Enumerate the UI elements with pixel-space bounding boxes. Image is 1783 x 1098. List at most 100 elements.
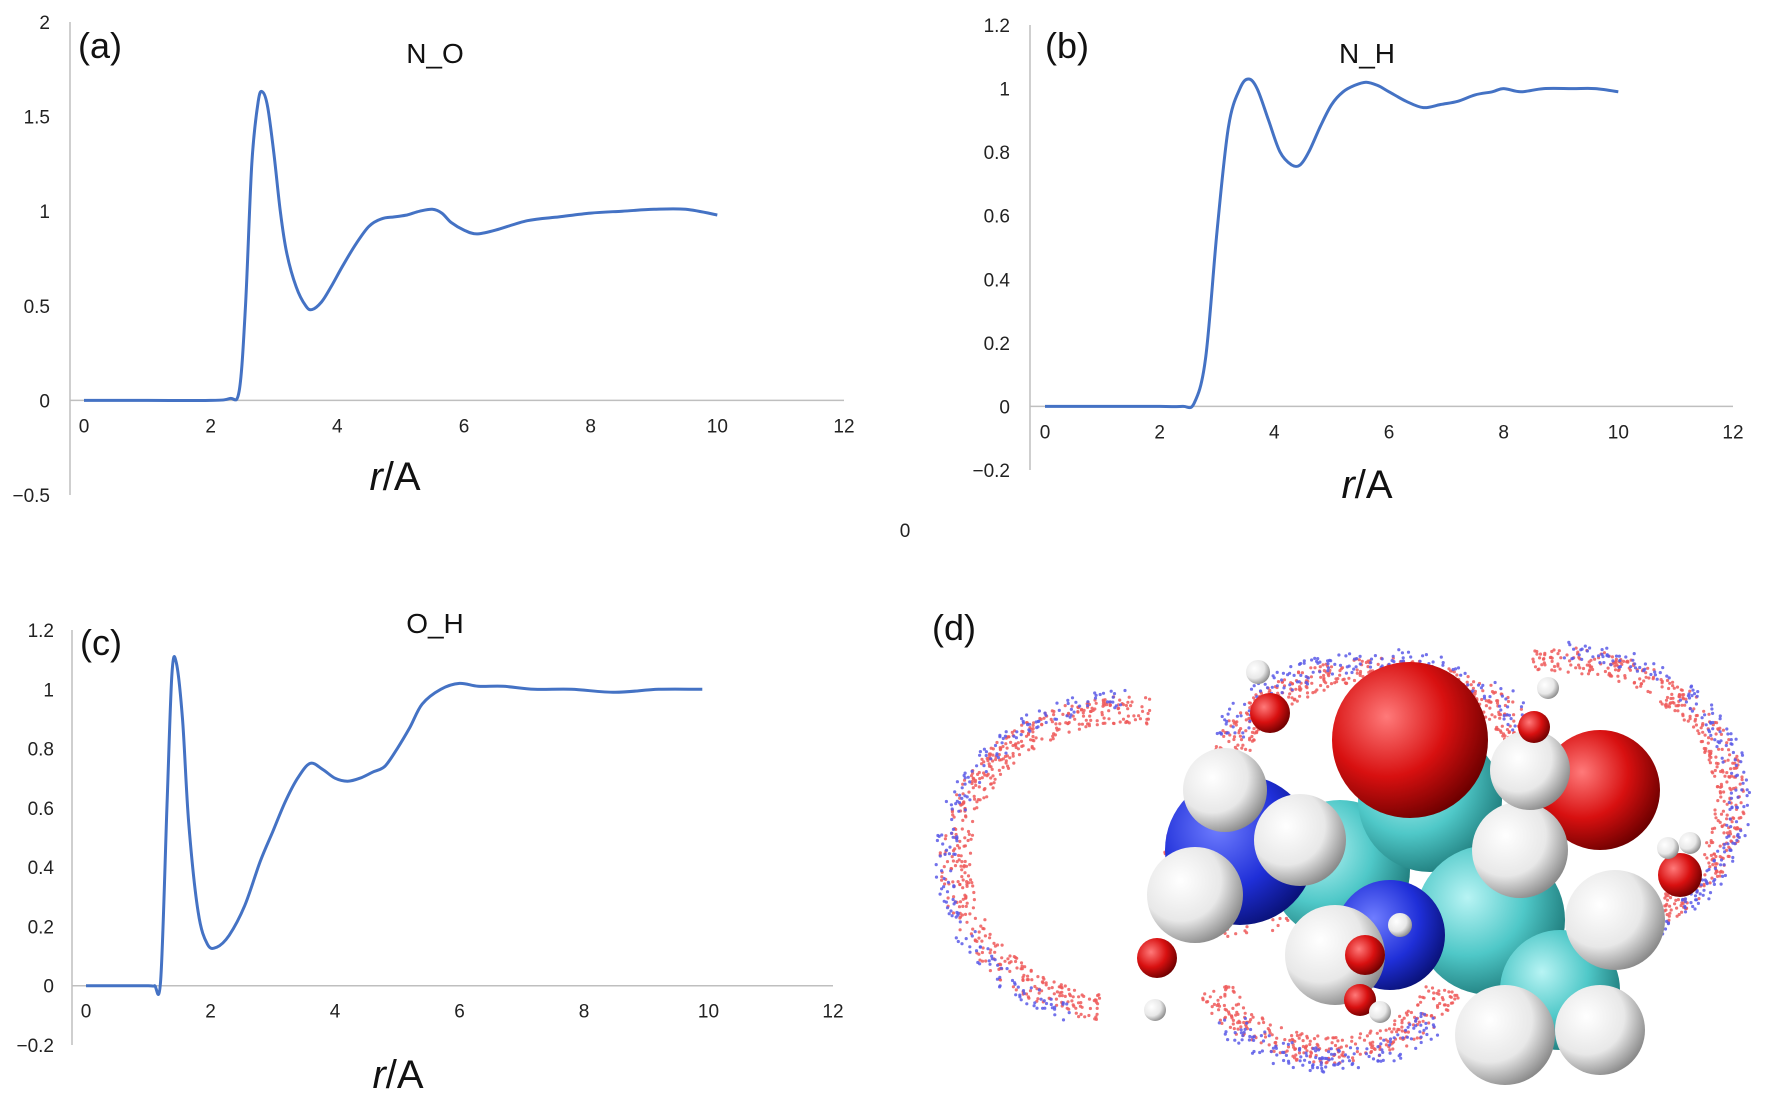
density-dot [1271, 928, 1275, 933]
density-dot [1725, 727, 1729, 731]
density-dot [1632, 652, 1636, 656]
density-dot [1397, 1028, 1401, 1032]
density-dot [1016, 741, 1020, 745]
density-dot [1298, 685, 1302, 689]
density-dot [1400, 1025, 1404, 1029]
density-dot [1375, 1031, 1379, 1035]
density-dot [1066, 698, 1070, 703]
density-dot [978, 777, 982, 781]
density-dot [1647, 676, 1651, 680]
density-dot [1405, 1035, 1409, 1039]
density-dot [983, 934, 988, 938]
density-dot [1005, 967, 1009, 971]
density-dot [1718, 791, 1723, 795]
density-dot [1672, 686, 1676, 690]
density-dot [1216, 1002, 1220, 1006]
density-dot [1432, 997, 1436, 1001]
density-dot [1047, 986, 1051, 991]
density-dot [1697, 731, 1701, 736]
density-dot [1416, 1003, 1420, 1007]
density-dot [1690, 709, 1694, 713]
density-dot [1060, 994, 1064, 998]
density-dot [1424, 653, 1428, 657]
density-dot [971, 776, 975, 780]
density-dot [968, 945, 972, 949]
density-dot [968, 851, 973, 855]
density-dot [1001, 736, 1005, 741]
density-dot [1429, 1037, 1433, 1041]
density-dot [1422, 1012, 1427, 1016]
density-dot [1058, 985, 1062, 989]
density-dot [1493, 715, 1497, 719]
density-dot [963, 782, 967, 786]
stray-zero-label: 0 [900, 521, 911, 542]
density-dot [1240, 746, 1244, 750]
density-dot [1219, 732, 1223, 736]
density-dot [1358, 662, 1362, 666]
density-dot [1424, 985, 1428, 989]
density-dot [1080, 1005, 1084, 1009]
density-dot [1296, 670, 1301, 674]
density-dot [958, 928, 962, 932]
density-dot [1294, 687, 1298, 691]
density-dot [990, 954, 994, 958]
density-dot [1032, 1004, 1036, 1008]
density-dot [978, 958, 982, 962]
density-dot [940, 875, 944, 879]
density-dot [1320, 1056, 1324, 1060]
density-dot [1725, 823, 1729, 827]
density-dot [972, 794, 976, 799]
density-dot [1452, 670, 1456, 674]
density-dot [1270, 685, 1274, 689]
density-dot [1568, 659, 1572, 663]
density-dot [1336, 1039, 1340, 1043]
y-tick-label: 0.6 [984, 207, 1010, 228]
density-dot [1010, 730, 1014, 735]
density-dot [1673, 709, 1677, 713]
density-dot [1463, 671, 1467, 676]
density-dot [1732, 766, 1736, 771]
density-dot [1602, 661, 1606, 665]
density-dot [1400, 1021, 1404, 1025]
density-dot [1723, 873, 1727, 878]
density-dot [1722, 790, 1726, 794]
density-dot [1602, 651, 1606, 655]
density-dot [949, 803, 954, 807]
density-dot [1747, 790, 1751, 795]
density-dot [978, 780, 982, 785]
density-dot [1063, 994, 1067, 999]
density-dot [1711, 863, 1715, 867]
density-dot [1083, 1015, 1087, 1019]
density-dot [1476, 683, 1481, 687]
y-tick-label: 0 [999, 397, 1010, 418]
density-dot [1287, 1061, 1291, 1065]
density-dot [1259, 1034, 1263, 1038]
density-dot [1232, 1027, 1236, 1031]
density-dot [1388, 1040, 1393, 1044]
density-dot [1049, 997, 1053, 1001]
density-dot [970, 881, 974, 885]
density-dot [1661, 666, 1665, 670]
density-dot [1035, 1006, 1039, 1010]
density-dot [1705, 869, 1709, 873]
density-dot [1558, 667, 1562, 671]
density-dot [1600, 648, 1604, 652]
density-dot [1016, 985, 1020, 989]
density-dot [1414, 1046, 1418, 1050]
density-dot [981, 926, 985, 931]
density-dot [1666, 921, 1671, 925]
density-dot [1572, 647, 1576, 651]
density-dot [1664, 702, 1668, 706]
density-dot [960, 827, 964, 831]
density-dot [1424, 1026, 1428, 1030]
density-dot [960, 942, 964, 946]
density-dot [1310, 658, 1314, 662]
density-dot [1224, 722, 1228, 726]
density-dot [1713, 768, 1717, 773]
density-dot [1020, 717, 1024, 721]
density-dot [1223, 985, 1227, 989]
density-dot [1042, 999, 1046, 1003]
density-dot [963, 808, 968, 812]
density-dot [1703, 878, 1707, 882]
density-dot [1017, 753, 1022, 757]
